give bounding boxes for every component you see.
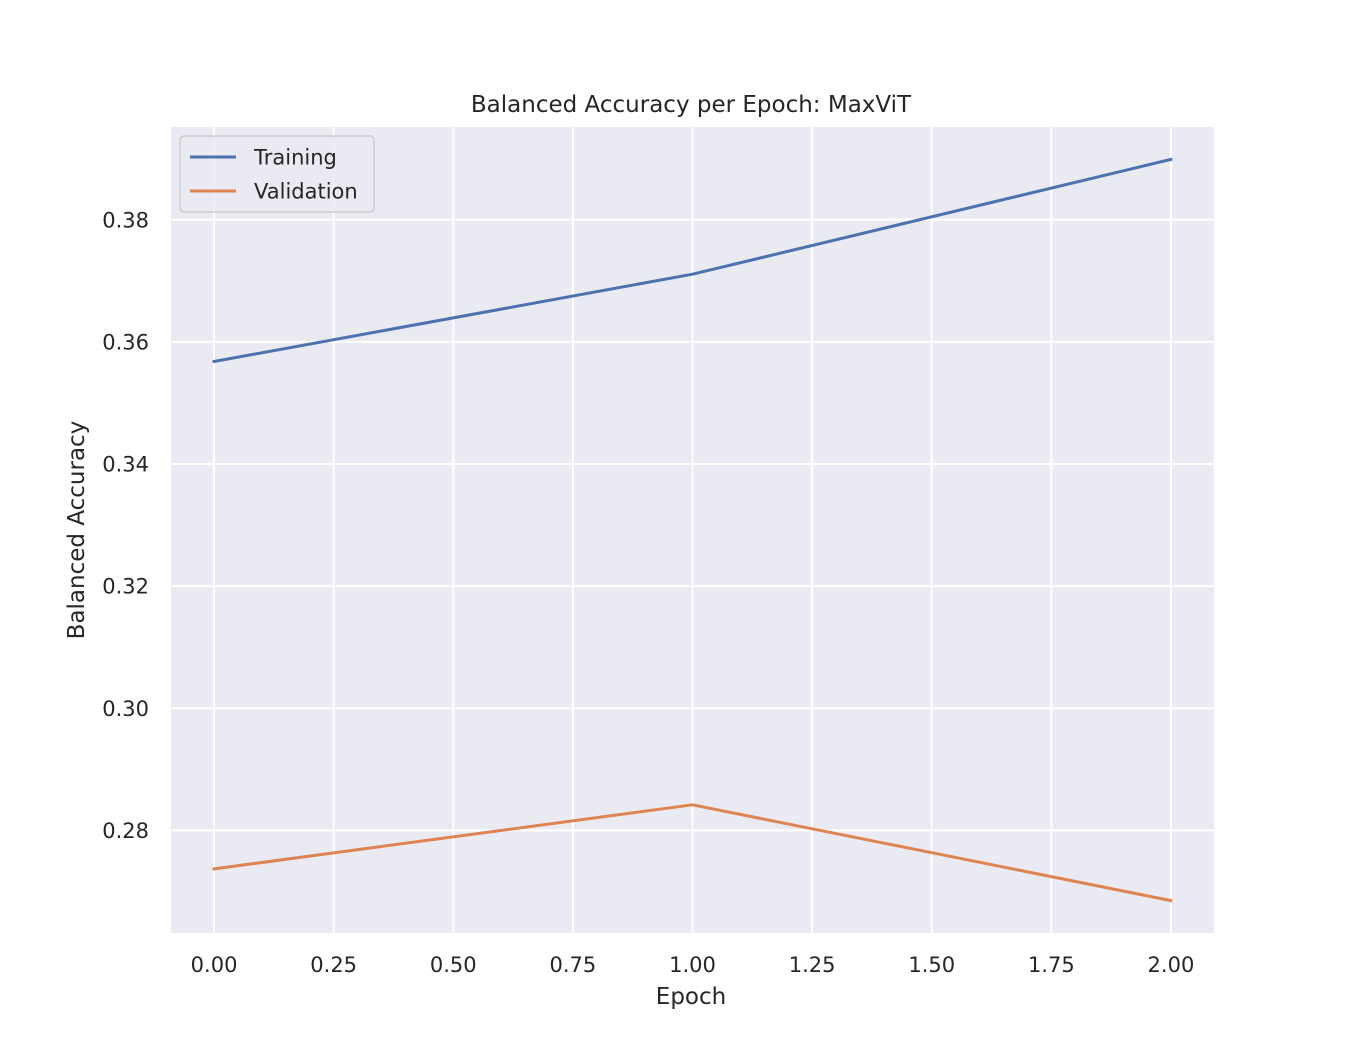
y-tick-label: 0.30 (102, 697, 149, 721)
series-line-training (212, 157, 1173, 364)
x-axis-label: Epoch (656, 984, 726, 1010)
y-tick-label: 0.28 (102, 819, 149, 843)
series-line-validation (212, 803, 1173, 903)
legend: Training Validation (179, 135, 375, 213)
x-tick-label: 0.75 (550, 953, 597, 977)
x-tick-label: 1.75 (1028, 953, 1075, 977)
x-tick-label: 0.50 (430, 953, 477, 977)
legend-box (179, 135, 375, 213)
x-tick-label: 0.25 (310, 953, 357, 977)
y-tick-label: 0.34 (102, 453, 149, 477)
x-tick-label: 1.00 (669, 953, 716, 977)
series-lines (212, 157, 1173, 903)
y-tick-label: 0.32 (102, 575, 149, 599)
y-axis-label: Balanced Accuracy (64, 421, 90, 640)
x-axis-ticks: 0.00 0.25 0.50 0.75 1.00 1.25 1.50 1.75 2.00 (191, 953, 1195, 977)
legend-label-validation: Validation (254, 180, 358, 204)
y-tick-label: 0.36 (102, 330, 149, 354)
x-tick-label: 1.50 (908, 953, 955, 977)
x-tick-label: 2.00 (1148, 953, 1195, 977)
grid (171, 127, 1214, 933)
legend-label-training: Training (253, 146, 337, 170)
x-tick-label: 0.00 (191, 953, 238, 977)
x-tick-label: 1.25 (789, 953, 836, 977)
chart-title: Balanced Accuracy per Epoch: MaxViT (471, 92, 912, 118)
y-axis-ticks: 0.28 0.30 0.32 0.34 0.36 0.38 (102, 208, 149, 843)
y-tick-label: 0.38 (102, 208, 149, 232)
